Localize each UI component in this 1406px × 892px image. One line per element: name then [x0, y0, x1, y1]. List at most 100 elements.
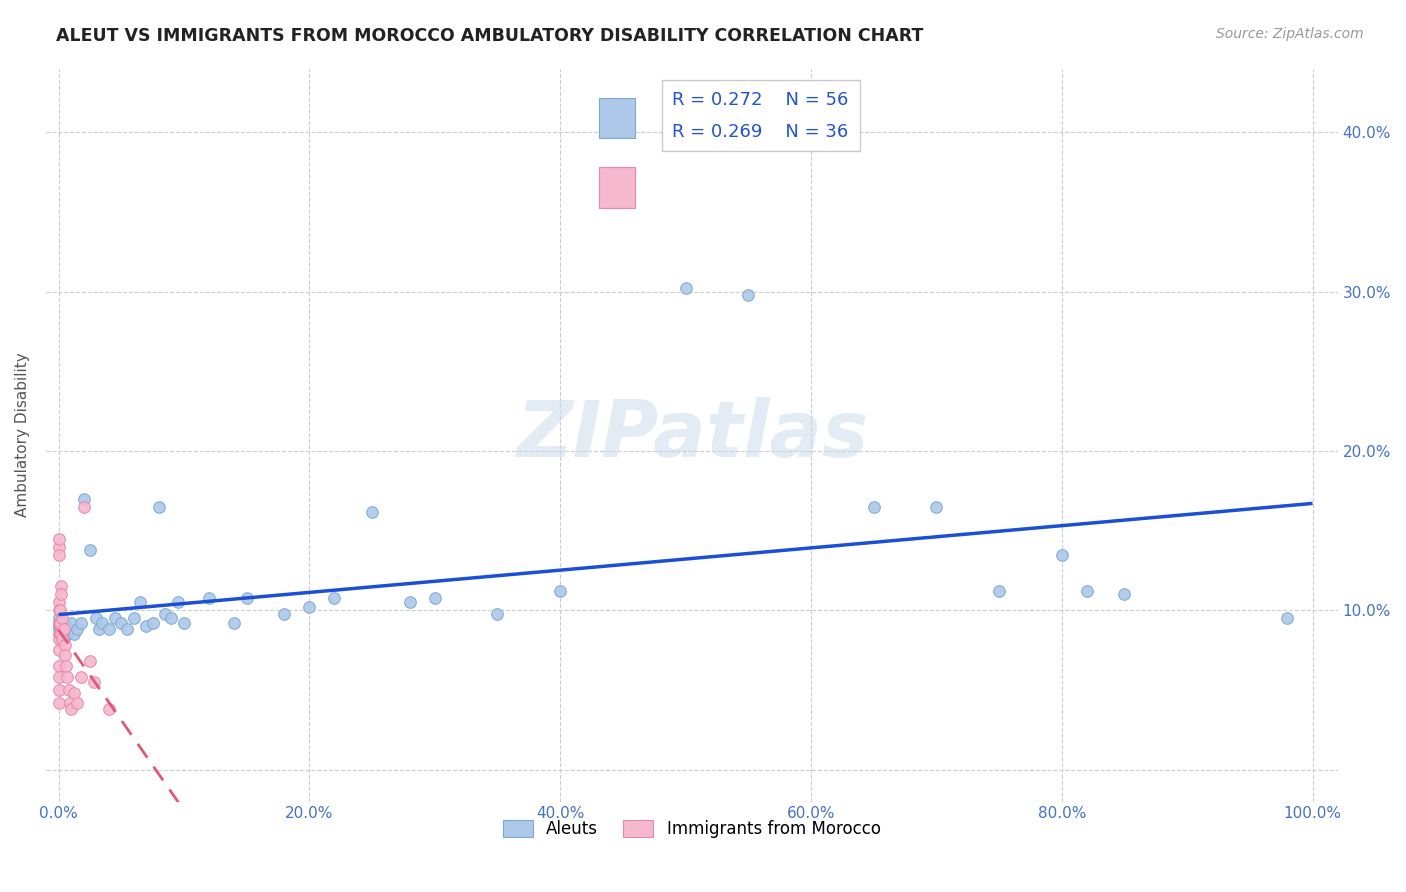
Point: [398, 595, 420, 609]
Point: [48, 540, 70, 554]
Point: [55, 619, 77, 633]
Point: [49, 619, 72, 633]
Point: [60, 616, 83, 631]
Point: [56, 627, 79, 641]
Point: [298, 600, 321, 615]
Point: [48, 632, 70, 646]
Point: [49, 627, 72, 641]
Point: [737, 288, 759, 302]
Point: [49, 587, 72, 601]
Point: [104, 611, 127, 625]
Point: [1277, 611, 1299, 625]
FancyBboxPatch shape: [599, 168, 636, 208]
Point: [48, 532, 70, 546]
Point: [48, 595, 70, 609]
Point: [166, 595, 188, 609]
Point: [62, 627, 84, 641]
Point: [48, 603, 70, 617]
Point: [142, 616, 165, 631]
Point: [122, 611, 145, 625]
Point: [51, 632, 73, 646]
Point: [48, 616, 70, 631]
Legend: Aleuts, Immigrants from Morocco: Aleuts, Immigrants from Morocco: [496, 813, 887, 845]
Point: [48, 619, 70, 633]
Point: [70, 616, 93, 631]
Point: [97, 702, 120, 716]
Point: [135, 619, 157, 633]
Point: [55, 659, 77, 673]
Point: [59, 696, 82, 710]
Point: [198, 591, 221, 605]
Text: ZIPatlas: ZIPatlas: [516, 397, 868, 473]
Point: [49, 632, 72, 646]
Point: [423, 591, 446, 605]
Point: [48, 696, 70, 710]
Point: [70, 670, 93, 684]
Point: [48, 670, 70, 684]
Point: [49, 603, 72, 617]
Point: [988, 584, 1011, 599]
Point: [273, 607, 295, 621]
Point: [66, 696, 89, 710]
Point: [48, 627, 70, 641]
Point: [48, 623, 70, 637]
Point: [58, 683, 80, 698]
Point: [84, 611, 107, 625]
Point: [129, 595, 152, 609]
Point: [148, 500, 170, 514]
Point: [1076, 584, 1098, 599]
Point: [117, 623, 139, 637]
Point: [548, 584, 571, 599]
Point: [87, 623, 110, 637]
Point: [56, 670, 79, 684]
Point: [91, 616, 114, 631]
Point: [51, 616, 73, 631]
Point: [49, 623, 72, 637]
Point: [48, 611, 70, 625]
Point: [48, 548, 70, 562]
Point: [160, 611, 183, 625]
Point: [79, 542, 101, 557]
Point: [53, 623, 76, 637]
Point: [862, 500, 884, 514]
Point: [153, 607, 176, 621]
Point: [1114, 587, 1136, 601]
Text: R = 0.272    N = 56
R = 0.269    N = 36: R = 0.272 N = 56 R = 0.269 N = 36: [672, 90, 849, 141]
Text: Source: ZipAtlas.com: Source: ZipAtlas.com: [1216, 27, 1364, 41]
Point: [52, 632, 75, 646]
Point: [48, 659, 70, 673]
Point: [925, 500, 948, 514]
Point: [83, 675, 105, 690]
Point: [486, 607, 509, 621]
Point: [48, 616, 70, 631]
Point: [72, 500, 94, 514]
Point: [48, 683, 70, 698]
Point: [97, 623, 120, 637]
Y-axis label: Ambulatory Disability: Ambulatory Disability: [15, 352, 30, 517]
Point: [49, 616, 72, 631]
Point: [58, 623, 80, 637]
Point: [173, 616, 195, 631]
Point: [49, 579, 72, 593]
Point: [51, 611, 73, 625]
Point: [49, 627, 72, 641]
Point: [53, 639, 76, 653]
Point: [53, 648, 76, 662]
Point: [66, 623, 89, 637]
Point: [323, 591, 346, 605]
Point: [110, 616, 132, 631]
Point: [52, 623, 75, 637]
Point: [49, 627, 72, 641]
FancyBboxPatch shape: [599, 98, 636, 138]
Point: [361, 504, 384, 518]
Point: [48, 643, 70, 657]
Point: [72, 491, 94, 506]
Point: [222, 616, 245, 631]
Point: [60, 702, 83, 716]
Point: [79, 654, 101, 668]
Point: [1050, 548, 1073, 562]
Point: [235, 591, 257, 605]
Text: ALEUT VS IMMIGRANTS FROM MOROCCO AMBULATORY DISABILITY CORRELATION CHART: ALEUT VS IMMIGRANTS FROM MOROCCO AMBULAT…: [56, 27, 924, 45]
Point: [62, 686, 84, 700]
Point: [675, 281, 697, 295]
